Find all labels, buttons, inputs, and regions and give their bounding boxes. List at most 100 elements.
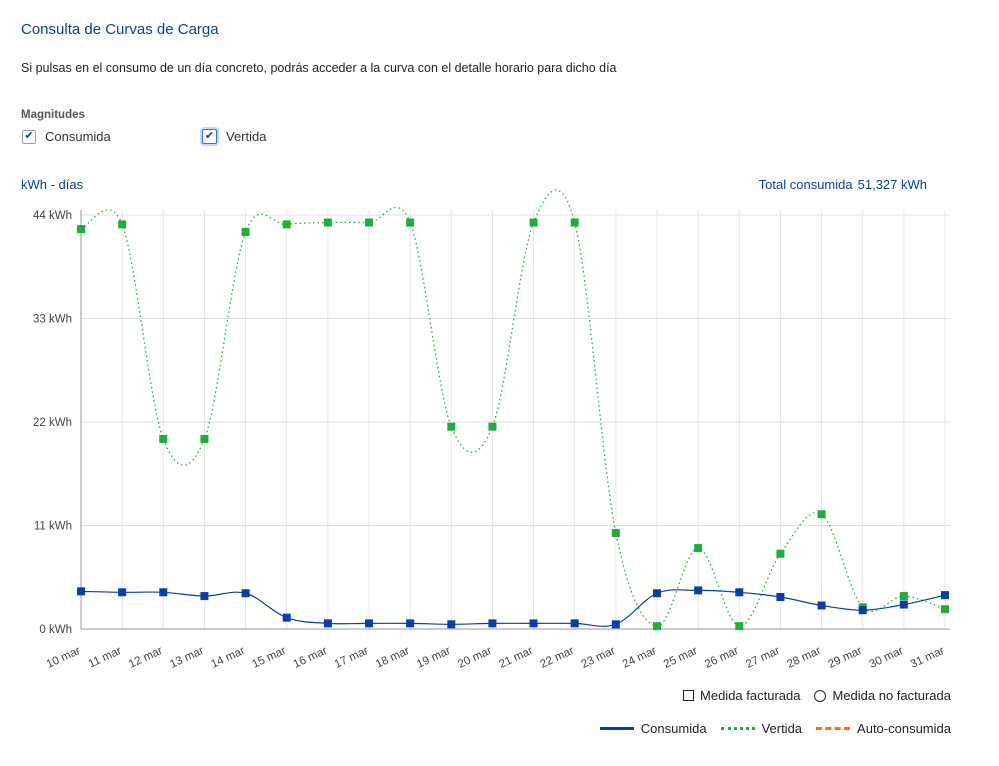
data-point-vertida — [282, 220, 291, 229]
data-point-vertida — [159, 434, 168, 443]
y-tick-label: 11 kWh — [34, 521, 72, 533]
x-tick-label: 24 mar — [621, 645, 659, 671]
x-tick-label: 16 mar — [292, 645, 330, 671]
checkbox-consumida-label: Consumida — [45, 129, 111, 144]
data-point-consumida — [694, 586, 703, 595]
checkbox-vertida-label: Vertida — [226, 129, 267, 144]
total-consumida: Total consumida 51,327 kWh — [759, 177, 927, 192]
data-point-consumida — [77, 587, 85, 596]
data-point-vertida — [817, 510, 826, 519]
magnitudes-label: Magnitudes — [21, 109, 85, 121]
legend-consumida[interactable]: Consumida — [599, 721, 707, 736]
x-tick-label: 12 mar — [127, 645, 165, 671]
data-point-vertida — [653, 622, 661, 631]
data-point-consumida — [447, 620, 456, 629]
legend-not-billed-label: Medida no facturada — [832, 688, 951, 703]
page-description: Si pulsas en el consumo de un día concre… — [21, 61, 617, 75]
data-point-vertida — [406, 218, 415, 227]
x-tick-label: 23 mar — [580, 645, 618, 671]
legend-billed-label: Medida facturada — [700, 688, 801, 703]
data-point-consumida — [488, 619, 497, 628]
x-tick-label: 25 mar — [662, 645, 700, 671]
x-tick-label: 26 mar — [703, 645, 741, 671]
checkbox-vertida-box[interactable]: ✔ — [202, 129, 217, 144]
y-tick-label: 44 kWh — [33, 210, 72, 222]
series-legend: Consumida Vertida Auto-consumida — [586, 721, 951, 736]
legend-not-billed: Medida no facturada — [814, 688, 951, 703]
x-tick-label: 18 mar — [374, 645, 412, 671]
data-point-consumida — [653, 589, 661, 598]
data-point-consumida — [858, 606, 867, 615]
data-point-consumida — [282, 613, 291, 622]
data-point-vertida — [529, 218, 538, 227]
solid-line-icon — [599, 727, 634, 730]
chart-unit-label: kWh - días — [21, 177, 84, 192]
x-tick-label: 21 mar — [497, 645, 535, 671]
x-tick-label: 27 mar — [744, 645, 782, 671]
data-point-consumida — [817, 601, 826, 610]
x-tick-label: 22 mar — [538, 645, 576, 671]
data-point-vertida — [447, 422, 456, 431]
data-point-consumida — [776, 593, 785, 602]
data-point-consumida — [200, 592, 209, 601]
data-point-consumida — [735, 588, 744, 597]
data-point-vertida — [776, 549, 785, 558]
legend-autoconsumida[interactable]: Auto-consumida — [816, 721, 951, 736]
total-label: Total consumida — [758, 177, 853, 192]
x-tick-label: 29 mar — [826, 645, 864, 671]
y-tick-label: 22 kWh — [33, 417, 72, 429]
series-line-vertida — [80, 189, 946, 627]
data-point-vertida — [735, 622, 744, 631]
data-point-vertida — [611, 529, 620, 538]
checkbox-consumida[interactable]: ✔ Consumida — [22, 129, 111, 144]
x-tick-label: 19 mar — [415, 645, 453, 671]
x-tick-label: 10 mar — [45, 645, 83, 671]
y-tick-label: 0 kWh — [39, 624, 72, 636]
checkbox-consumida-box[interactable]: ✔ — [22, 129, 36, 144]
legend-vertida-label: Vertida — [761, 721, 803, 736]
dashed-line-icon — [816, 727, 851, 730]
page-title: Consulta de Curvas de Carga — [21, 21, 219, 38]
measure-legend: Medida facturada Medida no facturada — [669, 688, 951, 703]
data-point-vertida — [241, 227, 250, 236]
data-point-vertida — [365, 218, 373, 227]
data-point-vertida — [323, 218, 332, 227]
data-point-vertida — [899, 592, 908, 601]
data-point-vertida — [941, 605, 949, 614]
x-tick-label: 11 mar — [87, 645, 124, 671]
data-point-vertida — [77, 225, 85, 234]
x-tick-label: 17 mar — [333, 645, 371, 671]
circle-icon — [814, 689, 827, 702]
checkmark-icon: ✔ — [24, 130, 34, 142]
square-icon — [683, 690, 695, 701]
data-point-consumida — [406, 619, 415, 628]
data-point-vertida — [694, 544, 703, 553]
data-point-consumida — [570, 619, 579, 628]
legend-consumida-label: Consumida — [640, 721, 707, 736]
x-tick-label: 31 mar — [909, 645, 947, 671]
checkmark-icon: ✔ — [204, 130, 215, 142]
data-point-consumida — [159, 588, 168, 597]
checkbox-vertida[interactable]: ✔ Vertida — [202, 129, 266, 144]
data-point-consumida — [529, 619, 538, 628]
dotted-line-icon — [720, 727, 755, 730]
load-curve-chart: 0 kWh 11 kWh 22 kWh 33 kWh 44 kWh 10 mar 11 ma… — [33, 189, 950, 671]
total-value: 51,327 kWh — [857, 177, 927, 192]
data-point-consumida — [323, 619, 332, 628]
x-tick-label: 13 mar — [168, 645, 206, 671]
series-line-consumida — [80, 589, 946, 627]
y-tick-label: 33 kWh — [33, 314, 72, 326]
data-point-consumida — [118, 588, 127, 597]
x-tick-label: 14 mar — [209, 645, 247, 671]
data-point-consumida — [899, 600, 908, 609]
data-point-vertida — [488, 422, 497, 431]
x-tick-label: 30 mar — [868, 645, 906, 671]
x-tick-label: 20 mar — [456, 645, 494, 671]
data-point-consumida — [941, 591, 949, 600]
data-point-vertida — [200, 434, 209, 443]
legend-autoconsumida-label: Auto-consumida — [857, 721, 951, 736]
legend-vertida[interactable]: Vertida — [720, 721, 803, 736]
x-tick-label: 28 mar — [785, 645, 823, 671]
legend-billed: Medida facturada — [683, 688, 800, 703]
x-tick-label: 15 mar — [250, 645, 288, 671]
